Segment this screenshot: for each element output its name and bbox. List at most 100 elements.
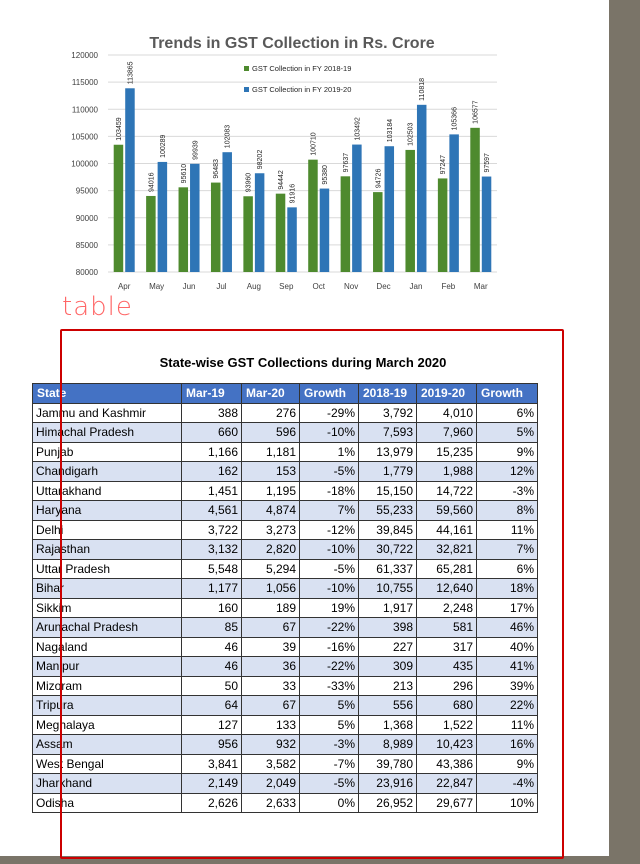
bar [308, 159, 318, 272]
value-cell: 2,626 [181, 792, 242, 813]
value-cell: 388 [181, 402, 242, 423]
value-cell: 10% [476, 792, 538, 813]
value-cell: 9% [476, 753, 538, 774]
state-cell: Sikkim [32, 597, 182, 618]
bar-value-label: 99939 [192, 140, 199, 160]
table-row: Jharkhand 2,149 2,049 -5% 23,916 22,847 -4% [32, 773, 538, 794]
x-tick-label: Jan [410, 282, 423, 291]
x-tick-label: May [149, 282, 164, 291]
bar [352, 144, 362, 272]
value-cell: 398 [358, 617, 417, 638]
value-cell: 39,780 [358, 753, 417, 774]
bar-value-label: 94016 [148, 172, 155, 192]
bar [125, 88, 135, 272]
bar-value-label: 106577 [473, 100, 480, 123]
value-cell: 0% [299, 792, 359, 813]
value-cell: 14,722 [416, 480, 477, 501]
bar [157, 161, 168, 272]
table-row: Tripura 64 67 5% 556 680 22% [32, 695, 538, 716]
table-row: Assam 956 932 -3% 8,989 10,423 16% [32, 734, 538, 755]
column-header: Growth [476, 383, 538, 404]
value-cell: -4% [476, 773, 538, 794]
bar-value-label: 113865 [127, 61, 134, 84]
bar [319, 188, 330, 272]
bar-value-label: 91916 [290, 184, 297, 204]
value-cell: -12% [299, 519, 359, 540]
bar-value-label: 94726 [375, 169, 382, 189]
bar [405, 149, 415, 272]
chart-grid: 80000 85000 90000 95000 100000 105000 110000 11… [71, 51, 497, 277]
chart-legend: GST Collection in FY 2018-19 GST Collecti… [244, 64, 351, 94]
y-tick-label: 80000 [76, 268, 99, 277]
value-cell: 64 [181, 695, 242, 716]
value-cell: 40% [476, 636, 538, 657]
bar [373, 192, 383, 272]
x-tick-label: Apr [118, 282, 131, 291]
value-cell: -22% [299, 656, 359, 677]
value-cell: 162 [181, 461, 242, 482]
bottom-edge-bar [0, 856, 609, 864]
bar [481, 176, 492, 272]
x-tick-label: Jul [216, 282, 226, 291]
value-cell: 3,841 [181, 753, 242, 774]
bar [146, 195, 156, 272]
x-tick-label: Feb [441, 282, 455, 291]
y-tick-label: 110000 [72, 105, 99, 114]
value-cell: 7,593 [358, 422, 417, 443]
value-cell: 8% [476, 500, 538, 521]
state-cell: Arunachal Pradesh [32, 617, 182, 638]
value-cell: 22% [476, 695, 538, 716]
value-cell: 1% [299, 441, 359, 462]
value-cell: 596 [241, 422, 300, 443]
y-tick-label: 120000 [71, 51, 98, 60]
table-row: Mizoram 50 33 -33% 213 296 39% [32, 675, 538, 696]
value-cell: 581 [416, 617, 477, 638]
bar-value-label: 102083 [225, 125, 232, 148]
value-cell: 1,988 [416, 461, 477, 482]
gst-trend-chart: Trends in GST Collection in Rs. Crore 80… [71, 35, 497, 291]
y-tick-label: 90000 [76, 214, 99, 223]
bar-value-label: 97597 [484, 153, 491, 173]
table-row: Nagaland 46 39 -16% 227 317 40% [32, 636, 538, 657]
bar-value-label: 96483 [213, 159, 220, 179]
bar [210, 182, 221, 272]
bar [275, 193, 286, 272]
state-cell: Jharkhand [32, 773, 182, 794]
x-tick-label: Dec [376, 282, 390, 291]
value-cell: 32,821 [416, 539, 477, 560]
value-cell: -10% [299, 422, 359, 443]
value-cell: 3,132 [181, 539, 242, 560]
state-cell: Uttarakhand [32, 480, 182, 501]
bar [243, 196, 253, 272]
table-row: Sikkim 160 189 19% 1,917 2,248 17% [32, 597, 538, 618]
value-cell: 50 [181, 675, 242, 696]
value-cell: -33% [299, 675, 359, 696]
value-cell: 65,281 [416, 558, 477, 579]
bar-value-label: 97637 [343, 153, 350, 173]
bar-value-label: 103184 [387, 119, 394, 142]
state-cell: Jammu and Kashmir [32, 402, 182, 423]
bar [178, 187, 189, 272]
bar [384, 146, 395, 272]
bar [287, 207, 297, 272]
value-cell: 10,423 [416, 734, 477, 755]
y-tick-label: 115000 [72, 78, 99, 87]
value-cell: 1,368 [358, 714, 417, 735]
value-cell: 67 [241, 695, 300, 716]
x-tick-label: Oct [312, 282, 325, 291]
gst-table: State Mar-19 Mar-20 Growth 2018-19 2019-20 Gro… [32, 383, 538, 813]
table-row: Himachal Pradesh 660 596 -10% 7,593 7,960 5% [32, 422, 538, 443]
x-tick-label: Sep [279, 282, 294, 291]
bar [470, 127, 480, 272]
state-cell: Manipur [32, 656, 182, 677]
bar-value-label: 100289 [160, 134, 167, 157]
bar [254, 173, 265, 272]
value-cell: 26,952 [358, 792, 417, 813]
annotation-label: table [62, 292, 133, 322]
value-cell: 435 [416, 656, 477, 677]
table-row: Rajasthan 3,132 2,820 -10% 30,722 32,821 7% [32, 539, 538, 560]
table-row: Haryana 4,561 4,874 7% 55,233 59,560 8% [32, 500, 538, 521]
chart-bars: 103459 113865 94016 100289 95610 99939 96483 10… [113, 61, 492, 272]
table-row: Bihar 1,177 1,056 -10% 10,755 12,640 18% [32, 578, 538, 599]
value-cell: 85 [181, 617, 242, 638]
